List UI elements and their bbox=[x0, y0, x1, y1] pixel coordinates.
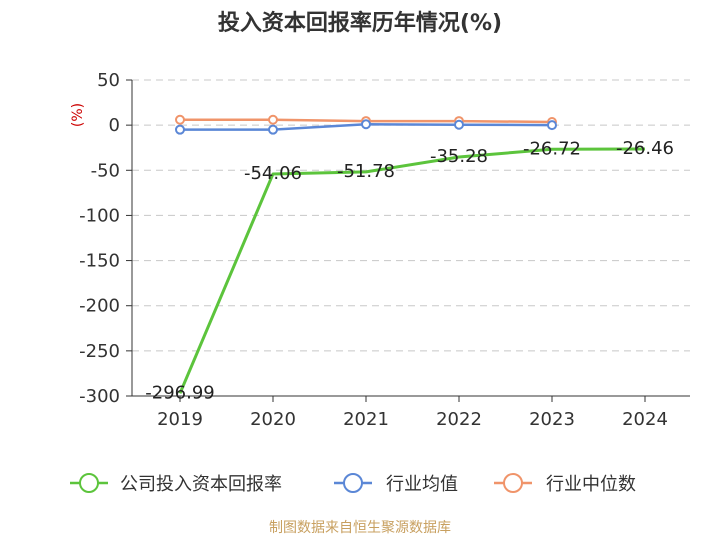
y-tick-label: 0 bbox=[109, 115, 120, 136]
gridlines bbox=[132, 79, 690, 397]
source-note: 制图数据来自恒生聚源数据库 bbox=[269, 520, 451, 536]
data-label: -35.28 bbox=[430, 146, 488, 167]
y-tick-label: -100 bbox=[79, 205, 120, 226]
x-axis: 2019 2020 2021 2022 2023 2024 bbox=[132, 395, 690, 430]
legend-marker bbox=[503, 473, 523, 493]
legend-marker bbox=[343, 473, 363, 493]
y-axis-unit: (%) bbox=[70, 103, 86, 127]
x-tick-label: 2023 bbox=[529, 409, 575, 430]
series-lines bbox=[175, 114, 646, 394]
x-tick-label: 2024 bbox=[622, 409, 668, 430]
legend-label: 行业均值 bbox=[386, 474, 458, 495]
data-label: -296.99 bbox=[145, 382, 214, 403]
series-point bbox=[268, 124, 278, 135]
legend-marker bbox=[79, 473, 99, 493]
data-label: -26.72 bbox=[523, 138, 581, 159]
x-tick-label: 2022 bbox=[436, 409, 482, 430]
data-label: -26.46 bbox=[616, 138, 674, 159]
y-tick-label: -200 bbox=[79, 296, 120, 317]
legend-label: 公司投入资本回报率 bbox=[120, 474, 282, 495]
series-point bbox=[268, 114, 278, 125]
x-tick-label: 2019 bbox=[157, 409, 203, 430]
data-label: -54.06 bbox=[244, 163, 302, 184]
y-tick-label: -250 bbox=[79, 341, 120, 362]
y-tick-label: -300 bbox=[79, 386, 120, 407]
y-tick-label: 50 bbox=[97, 70, 120, 91]
data-labels: -296.99 -54.06 -51.78 -35.28 -26.72 -26.46 bbox=[145, 138, 674, 403]
x-tick-label: 2021 bbox=[343, 409, 389, 430]
series-line bbox=[178, 147, 646, 394]
chart-title: 投入资本回报率历年情况(%) bbox=[218, 10, 502, 36]
y-tick-label: -150 bbox=[79, 251, 120, 272]
data-label: -51.78 bbox=[337, 161, 395, 182]
series-point bbox=[547, 120, 557, 131]
series-point bbox=[454, 119, 464, 130]
series-point bbox=[175, 114, 185, 125]
y-tick-label: -50 bbox=[91, 160, 120, 181]
series-point bbox=[361, 119, 371, 130]
legend: 公司投入资本回报率 行业均值 行业中位数 bbox=[70, 473, 636, 495]
legend-label: 行业中位数 bbox=[546, 474, 636, 495]
y-axis-ticks: 50 0 -50 -100 -150 -200 -250 -300 bbox=[79, 70, 133, 407]
x-tick-label: 2020 bbox=[250, 409, 296, 430]
series-point bbox=[175, 124, 185, 135]
